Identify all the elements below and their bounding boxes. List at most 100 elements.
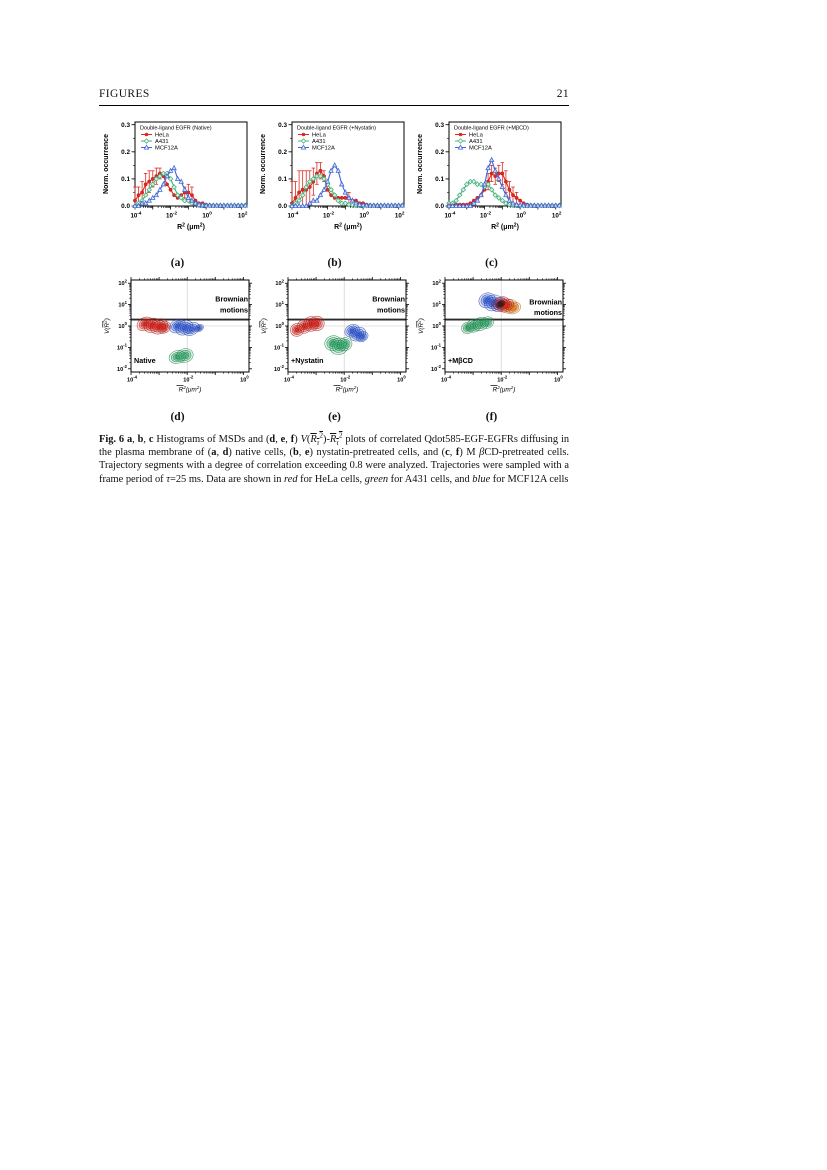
panel-d-label: (d)	[170, 411, 185, 423]
svg-text:0.3: 0.3	[121, 122, 130, 129]
svg-text:100: 100	[275, 321, 284, 330]
svg-text:101: 101	[432, 300, 441, 309]
panel-f: 10-4 10-2 100 10-2 10-1 100 101 102 R2​(μm2​) V(R…	[413, 274, 570, 424]
svg-text:R2​(μm2​): R2​(μm2​)	[336, 385, 359, 394]
svg-text:Brownian: Brownian	[529, 298, 562, 307]
panel-a: 0.0 0.1 0.2 0.3 10-4 10-2 100 102 R2​ (μm2​) Norm…	[99, 114, 256, 270]
svg-text:0.1: 0.1	[435, 176, 444, 183]
svg-text:Norm. occurrence: Norm. occurrence	[417, 134, 424, 194]
svg-text:MCF12A: MCF12A	[312, 146, 335, 152]
svg-text:100: 100	[397, 375, 406, 384]
svg-text:R2​(μm2​): R2​(μm2​)	[493, 385, 516, 394]
svg-text:102: 102	[118, 278, 127, 287]
panel-b: 0.0 0.1 0.2 0.3 10-4 10-2 100 102 R2​ (μm2​) Norm…	[256, 114, 413, 270]
figure-caption: Fig. 6 a, b, c Histograms of MSDs and (d…	[99, 431, 570, 485]
svg-text:R2​ (μm2​): R2​ (μm2​)	[334, 222, 362, 231]
svg-text:0.2: 0.2	[435, 149, 444, 156]
svg-text:10-2: 10-2	[117, 364, 128, 373]
panel-b-label: (b)	[327, 257, 342, 269]
svg-text:10-2: 10-2	[431, 364, 442, 373]
contour-plot-native: 10-4 10-2 100 10-2 10-1 100 101 102 R2​(μm2​) V(R…	[99, 274, 256, 409]
running-head: FIGURES	[99, 88, 150, 100]
svg-text:0.1: 0.1	[278, 176, 287, 183]
svg-text:10-4: 10-4	[127, 375, 138, 384]
svg-text:MCF12A: MCF12A	[469, 146, 492, 152]
svg-text:10-1: 10-1	[431, 343, 442, 352]
svg-text:A431: A431	[469, 139, 483, 145]
svg-text:Brownian: Brownian	[372, 294, 405, 303]
panel-e-label: (e)	[328, 411, 341, 423]
svg-text:102: 102	[552, 211, 562, 220]
svg-text:102: 102	[238, 211, 248, 220]
svg-text:0.3: 0.3	[435, 122, 444, 129]
svg-text:10-4: 10-4	[444, 211, 455, 220]
svg-text:0.3: 0.3	[278, 122, 287, 129]
svg-text:R2​ (μm2​): R2​ (μm2​)	[491, 222, 519, 231]
svg-text:HeLa: HeLa	[155, 133, 170, 139]
contour-plot-nystatin: 10-4 10-2 100 10-2 10-1 100 101 102 R2​(μm2​) V(R…	[256, 274, 413, 409]
page-content: FIGURES 21 0.0 0.1 0.2 0.3 10-4 10-2 100 102 R2​…	[99, 88, 569, 496]
svg-text:10-4: 10-4	[441, 375, 452, 384]
svg-text:0.2: 0.2	[278, 149, 287, 156]
svg-text:10-2: 10-2	[497, 375, 508, 384]
panel-f-label: (f)	[485, 411, 498, 423]
svg-text:V(R2​): V(R2​)	[102, 318, 111, 334]
panel-e: 10-4 10-2 100 10-2 10-1 100 101 102 R2​(μm2​) V(R…	[256, 274, 413, 424]
svg-text:HeLa: HeLa	[469, 133, 484, 139]
svg-text:10-2: 10-2	[166, 211, 177, 220]
svg-text:10-2: 10-2	[274, 364, 285, 373]
panel-d: 10-4 10-2 100 10-2 10-1 100 101 102 R2​(μm2​) V(R…	[99, 274, 256, 424]
svg-text:R2​ (μm2​): R2​ (μm2​)	[177, 222, 205, 231]
svg-text:100: 100	[554, 375, 563, 384]
svg-text:Norm. occurrence: Norm. occurrence	[260, 134, 267, 194]
svg-text:102: 102	[395, 211, 405, 220]
svg-text:10-4: 10-4	[284, 375, 295, 384]
svg-text:+MβCD: +MβCD	[448, 356, 473, 365]
svg-text:100: 100	[202, 211, 212, 220]
panel-c: 0.0 0.1 0.2 0.3 10-4 10-2 100 102 R2​ (μm2​) Norm…	[413, 114, 570, 270]
svg-text:Double-ligand EGFR (+MβCD): Double-ligand EGFR (+MβCD)	[454, 126, 529, 132]
contour-row: 10-4 10-2 100 10-2 10-1 100 101 102 R2​(μm2​) V(R…	[99, 274, 569, 424]
svg-text:10-2: 10-2	[480, 211, 491, 220]
svg-text:100: 100	[118, 321, 127, 330]
svg-text:A431: A431	[312, 139, 326, 145]
svg-text:0.0: 0.0	[121, 203, 130, 210]
svg-text:motions: motions	[220, 306, 248, 315]
svg-text:motions: motions	[377, 306, 405, 315]
msd-histogram-native: 0.0 0.1 0.2 0.3 10-4 10-2 100 102 R2​ (μm2​) Norm…	[99, 114, 256, 255]
svg-text:A431: A431	[155, 139, 169, 145]
svg-text:0.0: 0.0	[278, 203, 287, 210]
panel-a-label: (a)	[170, 257, 185, 269]
histogram-row: 0.0 0.1 0.2 0.3 10-4 10-2 100 102 R2​ (μm2​) Norm…	[99, 114, 569, 270]
svg-text:10-4: 10-4	[287, 211, 298, 220]
svg-text:Double-ligand EGFR (Native): Double-ligand EGFR (Native)	[140, 126, 212, 132]
svg-text:10-2: 10-2	[183, 375, 194, 384]
msd-histogram-nystatin: 0.0 0.1 0.2 0.3 10-4 10-2 100 102 R2​ (μm2​) Norm…	[256, 114, 413, 255]
svg-text:100: 100	[240, 375, 249, 384]
svg-text:100: 100	[432, 321, 441, 330]
svg-text:102: 102	[275, 278, 284, 287]
svg-text:10-2: 10-2	[323, 211, 334, 220]
svg-text:HeLa: HeLa	[312, 133, 327, 139]
svg-text:Norm. occurrence: Norm. occurrence	[103, 134, 110, 194]
svg-text:motions: motions	[534, 308, 562, 317]
svg-text:Native: Native	[134, 356, 156, 365]
svg-text:+Nystatin: +Nystatin	[291, 356, 324, 365]
svg-text:0.0: 0.0	[435, 203, 444, 210]
svg-text:100: 100	[359, 211, 369, 220]
svg-text:101: 101	[275, 300, 284, 309]
svg-text:Double-ligand EGFR (+Nystatin): Double-ligand EGFR (+Nystatin)	[297, 126, 376, 132]
svg-text:0.2: 0.2	[121, 149, 130, 156]
svg-text:101: 101	[118, 300, 127, 309]
panel-c-label: (c)	[485, 257, 498, 269]
svg-text:102: 102	[432, 278, 441, 287]
page-header: FIGURES 21	[99, 88, 569, 106]
page-number: 21	[556, 88, 569, 100]
svg-text:10-1: 10-1	[274, 343, 285, 352]
svg-text:V(R2​): V(R2​)	[416, 318, 425, 334]
svg-text:10-4: 10-4	[130, 211, 141, 220]
svg-text:0.1: 0.1	[121, 176, 130, 183]
contour-plot-mbcd: 10-4 10-2 100 10-2 10-1 100 101 102 R2​(μm2​) V(R…	[413, 274, 570, 409]
svg-text:10-1: 10-1	[117, 343, 128, 352]
